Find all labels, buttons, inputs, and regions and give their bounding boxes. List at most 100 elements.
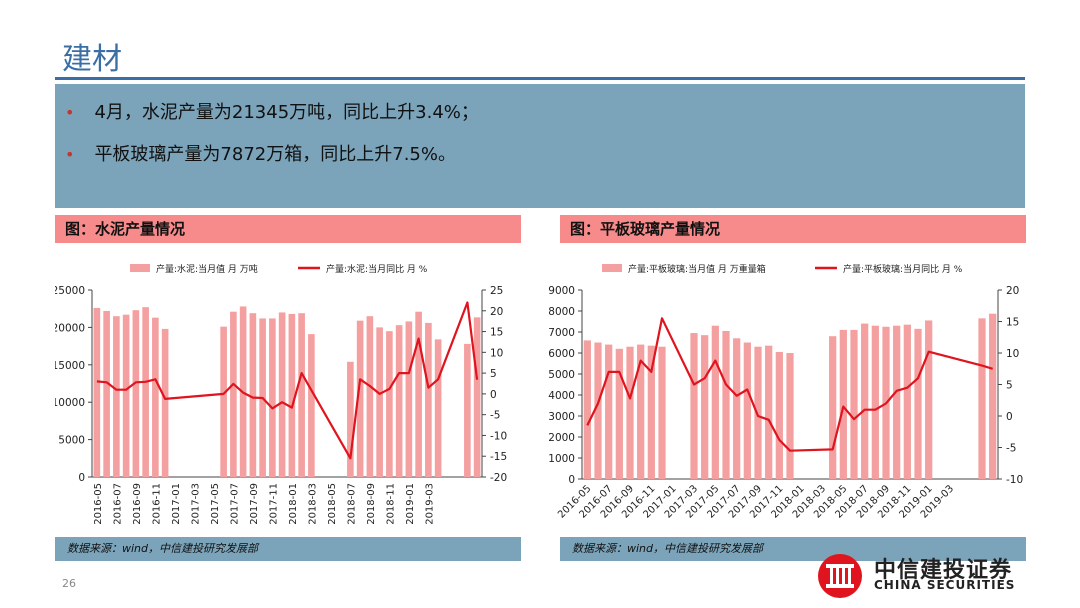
bar — [839, 329, 847, 479]
legend-label: 产量:水泥:当月同比 月 % — [326, 263, 428, 275]
bar — [249, 313, 257, 477]
bar — [829, 336, 837, 479]
bar — [765, 345, 773, 479]
bar — [142, 307, 149, 477]
bar — [434, 339, 442, 477]
bar — [366, 316, 374, 477]
bar — [850, 329, 858, 479]
bar — [386, 331, 393, 477]
source-bar-cement: 数据来源：wind，中信建投研究发展部 — [55, 537, 521, 561]
bar — [914, 328, 922, 479]
title-rule — [55, 77, 1025, 80]
bar — [690, 333, 698, 479]
bar — [161, 328, 169, 477]
y-left-tick-label: 0 — [78, 472, 85, 484]
bar — [113, 316, 120, 477]
y-right-tick-label: -5 — [490, 410, 500, 422]
series-line — [586, 317, 994, 452]
bar — [152, 317, 159, 477]
y-right-tick-label: 0 — [1006, 411, 1013, 423]
x-tick-label: 2018-09 — [366, 483, 377, 525]
bar — [298, 313, 305, 477]
legend-swatch-bar — [130, 264, 150, 272]
bar — [405, 321, 413, 477]
bar — [308, 334, 315, 477]
x-tick-label: 2018-05 — [327, 483, 338, 525]
bar — [230, 311, 237, 477]
bar — [395, 325, 403, 477]
x-tick-label: 2017-07 — [229, 483, 240, 525]
bar — [903, 324, 911, 479]
bullet-item-1: • 4月，水泥产量为21345万吨，同比上升3.4%； — [65, 98, 479, 124]
bar — [278, 312, 286, 477]
x-tick-label: 2016-07 — [112, 483, 123, 525]
y-left-tick-label: 0 — [568, 474, 575, 486]
y-left-tick-label: 6000 — [548, 348, 575, 360]
y-right-tick-label: -10 — [490, 430, 507, 442]
bar — [637, 344, 645, 479]
y-right-tick-label: 0 — [490, 389, 497, 401]
bar — [733, 338, 741, 479]
legend-label: 产量:平板玻璃:当月值 月 万重量箱 — [628, 263, 766, 275]
x-tick-label: 2016-09 — [132, 483, 143, 525]
bar — [93, 307, 101, 477]
y-left-tick-label: 8000 — [548, 306, 575, 318]
bar — [701, 335, 709, 479]
y-left-tick-label: 25000 — [55, 285, 85, 297]
x-tick-label: 2016-05 — [93, 483, 104, 525]
bullet-dot-icon: • — [65, 145, 75, 164]
legend-swatch-bar — [602, 264, 622, 272]
y-left-tick-label: 3000 — [548, 411, 575, 423]
y-right-tick-label: -5 — [1006, 443, 1016, 455]
y-left-tick-label: 1000 — [548, 453, 575, 465]
bullet-item-2: • 平板玻璃产量为7872万箱，同比上升7.5%。 — [65, 140, 456, 166]
series-line — [96, 301, 479, 460]
y-right-tick-label: 15 — [1006, 317, 1019, 329]
bar — [122, 314, 130, 477]
x-tick-label: 2018-03 — [307, 483, 318, 525]
bar — [775, 351, 783, 479]
y-right-tick-label: 20 — [1006, 285, 1019, 297]
bar — [743, 342, 751, 479]
chart-header-cement: 图：水泥产量情况 — [55, 215, 521, 243]
y-right-tick-label: 10 — [1006, 348, 1019, 360]
logo-text-cn: 中信建投证券 — [874, 558, 1013, 583]
y-left-tick-label: 4000 — [548, 390, 575, 402]
bar — [989, 313, 997, 479]
y-left-tick-label: 5000 — [548, 369, 575, 381]
bullet-dot-icon: • — [65, 103, 75, 122]
x-tick-label: 2018-01 — [288, 483, 299, 525]
legend-label: 产量:水泥:当月值 月 万吨 — [156, 263, 258, 275]
x-tick-label: 2016-11 — [151, 483, 162, 525]
x-tick-label: 2019-03 — [424, 483, 435, 525]
x-tick-label: 2017-03 — [190, 483, 201, 525]
y-left-tick-label: 9000 — [548, 285, 575, 297]
legend-label: 产量:平板玻璃:当月同比 月 % — [843, 263, 963, 275]
bar — [893, 325, 901, 479]
bar — [711, 325, 719, 479]
bar — [347, 361, 354, 477]
y-left-tick-label: 5000 — [58, 435, 85, 447]
bar — [722, 330, 730, 479]
logo-text-en: CHINA SECURITIES — [874, 578, 1016, 592]
bullet-box: • 4月，水泥产量为21345万吨，同比上升3.4%； • 平板玻璃产量为7872万… — [55, 84, 1025, 208]
x-tick-label: 2018-07 — [346, 483, 357, 525]
slide-title: 建材 — [62, 42, 122, 77]
bullet-text: 4月，水泥产量为21345万吨，同比上升3.4%； — [94, 102, 479, 123]
y-right-tick-label: 10 — [490, 347, 503, 359]
bar — [925, 320, 933, 479]
x-tick-label: 2017-01 — [171, 483, 182, 525]
y-right-tick-label: 20 — [490, 306, 503, 318]
bar — [605, 344, 613, 479]
x-tick-label: 2019-01 — [405, 483, 416, 525]
logo-emblem-icon — [818, 554, 862, 598]
y-left-tick-label: 10000 — [55, 397, 85, 409]
bar — [269, 318, 276, 477]
bar — [786, 353, 794, 479]
bar — [647, 345, 655, 479]
y-right-tick-label: -10 — [1006, 474, 1023, 486]
y-right-tick-label: -15 — [490, 451, 507, 463]
source-bar-glass: 数据来源：wind，中信建投研究发展部 — [560, 537, 1026, 561]
y-right-tick-label: -20 — [490, 472, 507, 484]
bar — [415, 311, 422, 477]
